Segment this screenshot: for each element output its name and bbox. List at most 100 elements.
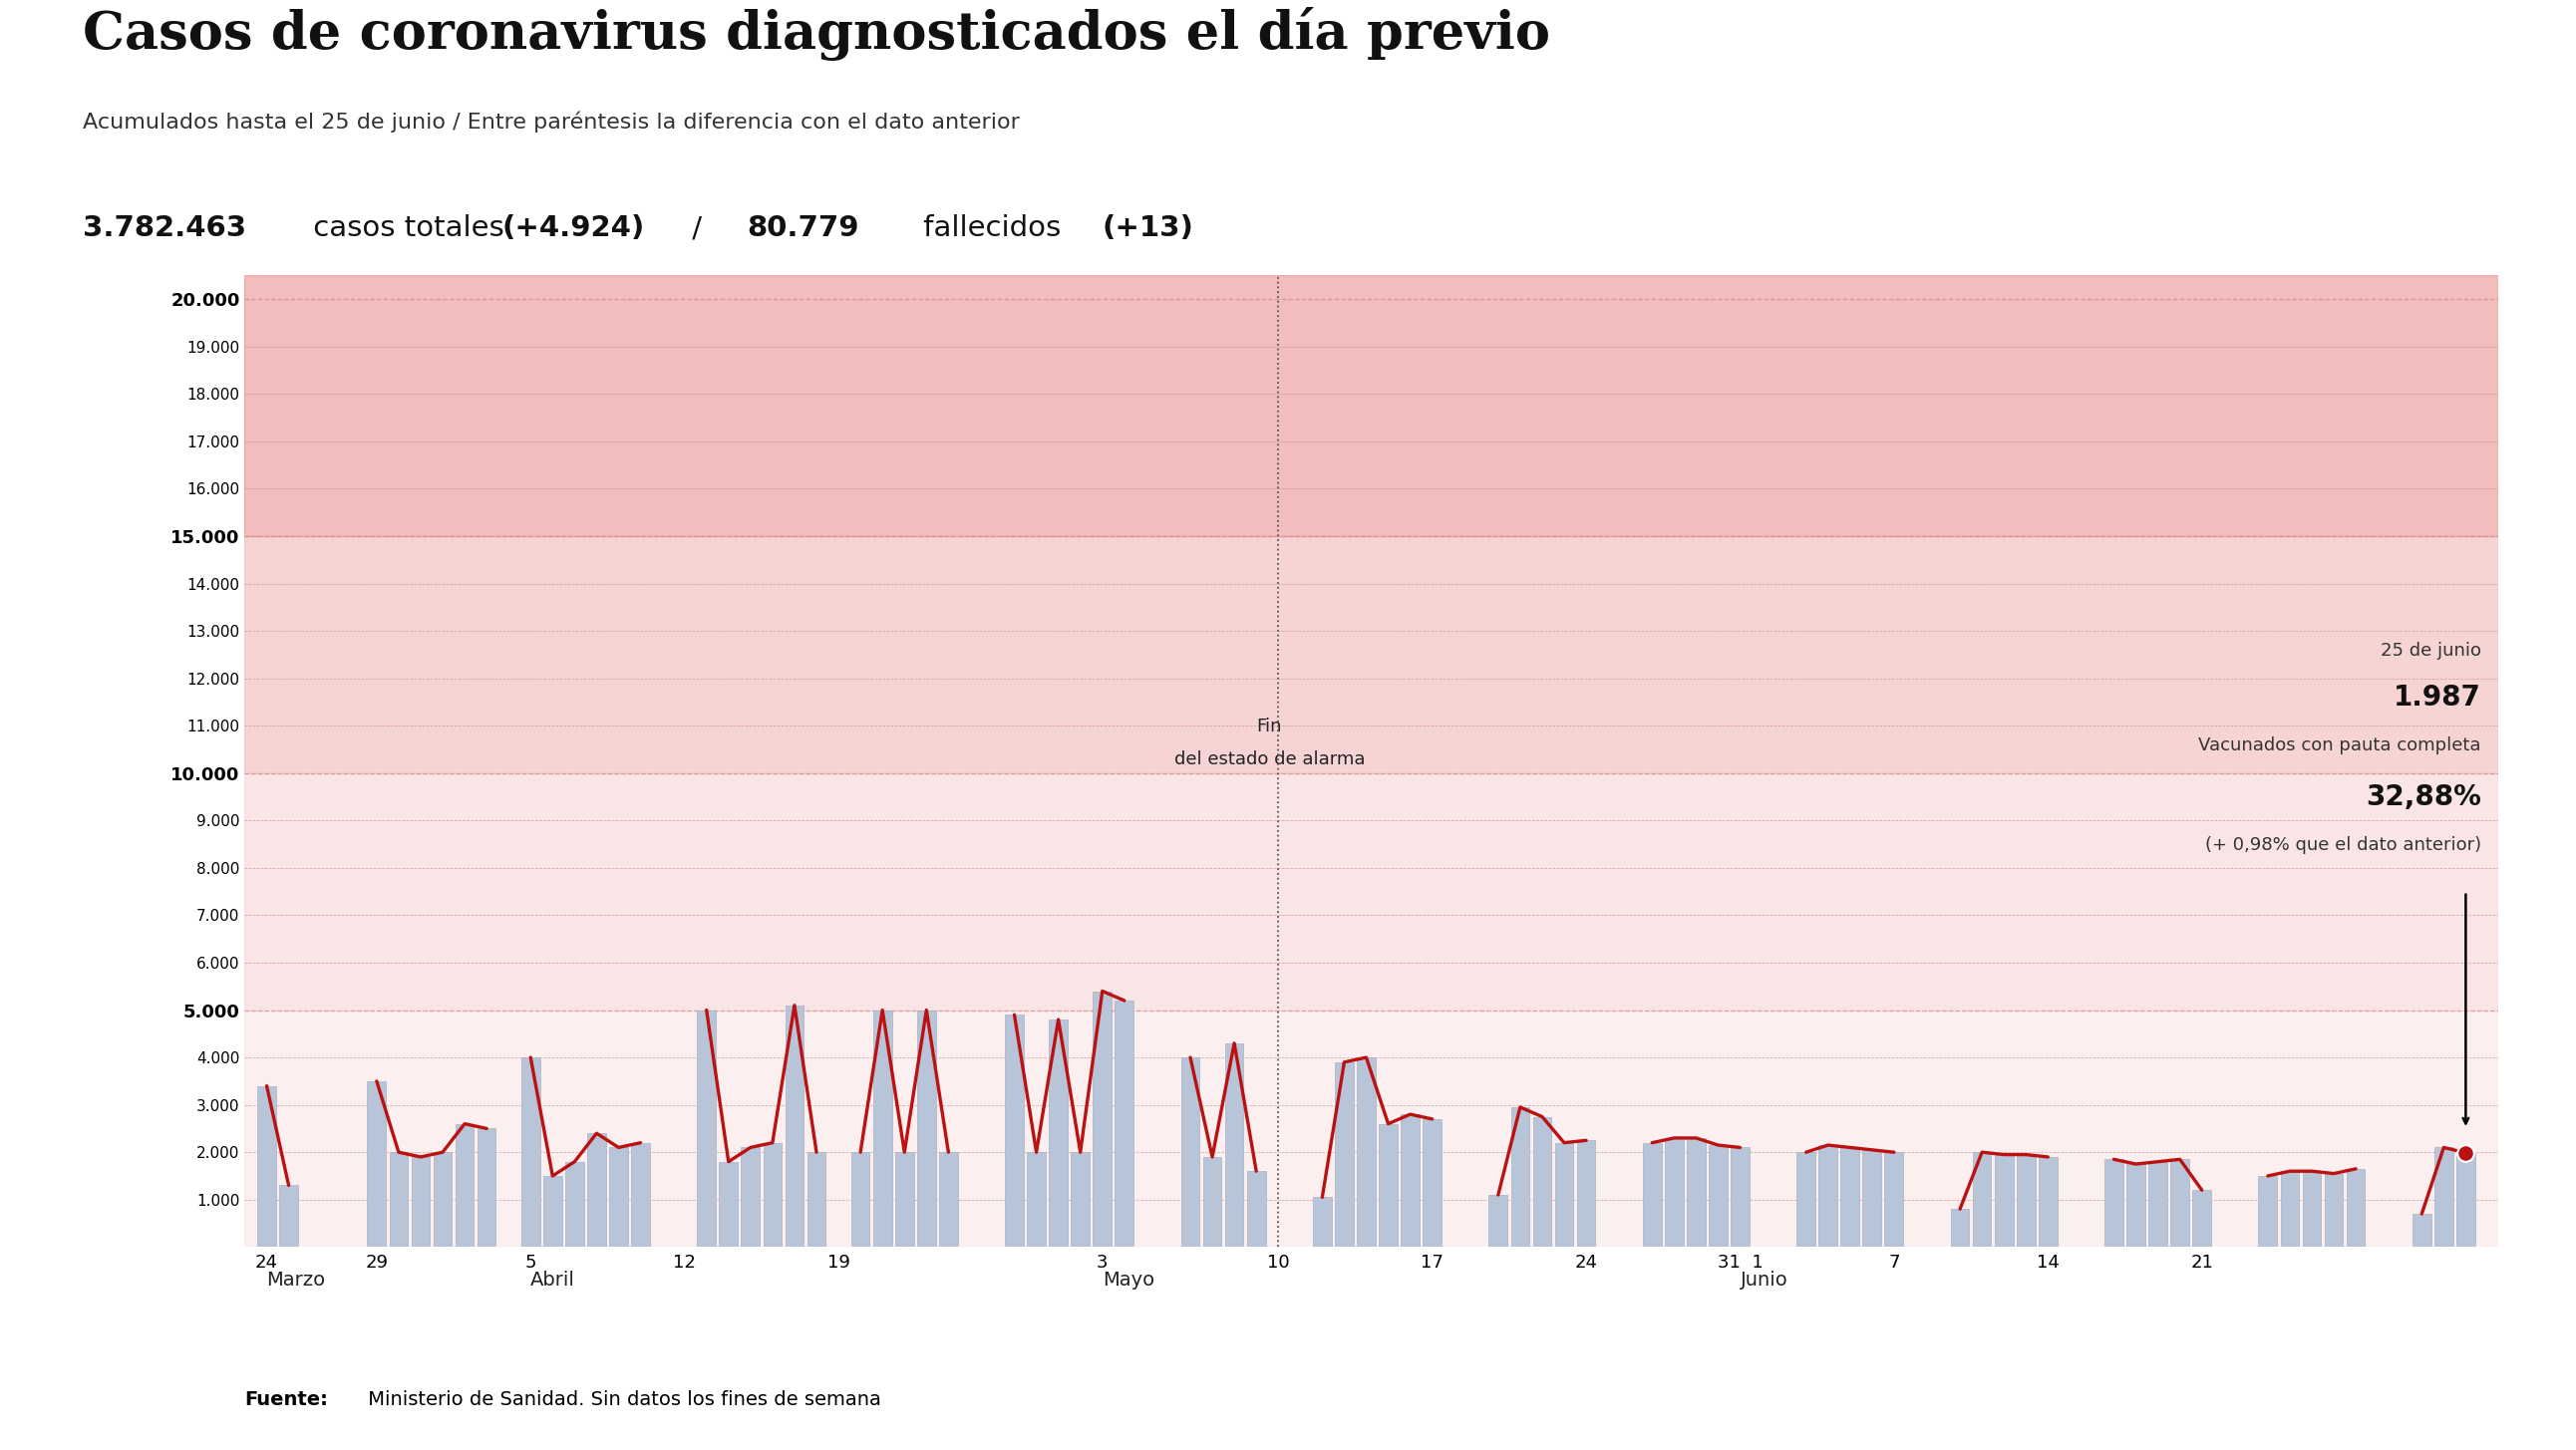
Bar (258, 1086, 276, 1247)
Bar (1489, 1195, 1507, 1247)
Bar (1795, 1153, 1816, 1247)
Bar (1226, 1043, 1244, 1247)
Bar (1247, 1172, 1265, 1247)
Bar (477, 1128, 497, 1247)
Bar (412, 1157, 430, 1247)
Bar (762, 1143, 783, 1247)
Bar (1092, 992, 1113, 1247)
Bar (1005, 1015, 1023, 1247)
Bar (608, 1147, 629, 1247)
Bar (1422, 1119, 1443, 1247)
Text: 25 de junio: 25 de junio (2380, 641, 2481, 660)
Bar (2434, 1147, 2452, 1247)
Text: 80.779: 80.779 (747, 215, 860, 242)
Bar (1203, 1157, 1221, 1247)
Text: Mayo: Mayo (1103, 1270, 1154, 1289)
Bar (1664, 1138, 1685, 1247)
Bar (544, 1176, 562, 1247)
Text: Casos de coronavirus diagnosticados el día previo: Casos de coronavirus diagnosticados el d… (82, 7, 1551, 61)
Bar (245, 773, 2499, 1011)
Text: 3.782.463: 3.782.463 (82, 215, 247, 242)
Bar (873, 1011, 891, 1247)
Bar (2017, 1154, 2035, 1247)
Bar (631, 1143, 649, 1247)
Bar (2259, 1176, 2277, 1247)
Bar (786, 1005, 804, 1247)
Text: (+13): (+13) (1103, 215, 1195, 242)
Bar (456, 1124, 474, 1247)
Bar (245, 536, 2499, 773)
Bar (2280, 1172, 2300, 1247)
Bar (894, 1153, 914, 1247)
Bar (1708, 1146, 1728, 1247)
Bar (719, 1161, 737, 1247)
Bar (1048, 1019, 1066, 1247)
Bar (1643, 1143, 1662, 1247)
Bar (389, 1153, 407, 1247)
Bar (1533, 1117, 1551, 1247)
Bar (564, 1161, 585, 1247)
Bar (1378, 1124, 1399, 1247)
Text: casos totales: casos totales (304, 215, 513, 242)
Bar (1577, 1140, 1595, 1247)
Bar (698, 1011, 716, 1247)
Bar (1072, 1153, 1090, 1247)
Bar (2324, 1173, 2344, 1247)
Bar (1401, 1114, 1419, 1247)
Bar (940, 1153, 958, 1247)
Bar (1358, 1057, 1376, 1247)
Text: Junio: Junio (1739, 1270, 1788, 1289)
Bar (1115, 1000, 1133, 1247)
Text: 1.987: 1.987 (2393, 683, 2481, 712)
Bar (520, 1057, 541, 1247)
Bar (433, 1153, 451, 1247)
Bar (806, 1153, 827, 1247)
Text: Fin: Fin (1257, 718, 1283, 735)
Bar (1842, 1147, 1860, 1247)
Text: Ministerio de Sanidad. Sin datos los fines de semana: Ministerio de Sanidad. Sin datos los fin… (361, 1389, 881, 1409)
Bar (368, 1082, 386, 1247)
Text: 32,88%: 32,88% (2365, 783, 2481, 811)
Bar (1314, 1198, 1332, 1247)
Bar (2411, 1214, 2432, 1247)
Bar (1973, 1153, 1991, 1247)
Bar (2128, 1164, 2146, 1247)
Bar (850, 1153, 871, 1247)
Bar (2458, 1153, 2476, 1247)
Bar (2303, 1172, 2321, 1247)
Bar (2105, 1160, 2123, 1247)
Bar (1886, 1153, 1904, 1247)
Bar (1819, 1146, 1837, 1247)
Text: Vacunados con pauta completa: Vacunados con pauta completa (2197, 737, 2481, 754)
Bar (2192, 1190, 2210, 1247)
Bar (1687, 1138, 1705, 1247)
Text: (+4.924): (+4.924) (502, 215, 644, 242)
Text: fallecidos: fallecidos (914, 215, 1072, 242)
Bar (917, 1011, 935, 1247)
Bar (2148, 1161, 2166, 1247)
Bar (1556, 1143, 1574, 1247)
Bar (1950, 1209, 1968, 1247)
Text: (+ 0,98% que el dato anterior): (+ 0,98% que el dato anterior) (2205, 835, 2481, 854)
Text: Abril: Abril (531, 1270, 574, 1289)
Text: Acumulados hasta el 25 de junio / Entre paréntesis la diferencia con el dato ant: Acumulados hasta el 25 de junio / Entre … (82, 112, 1020, 132)
Bar (1862, 1150, 1880, 1247)
Bar (1994, 1154, 2014, 1247)
Text: Marzo: Marzo (268, 1270, 325, 1289)
Bar (1731, 1147, 1749, 1247)
Bar (2347, 1169, 2365, 1247)
Bar (587, 1134, 605, 1247)
Bar (2038, 1157, 2058, 1247)
Bar (245, 1011, 2499, 1247)
Bar (245, 276, 2499, 536)
Bar (1510, 1108, 1530, 1247)
Bar (1180, 1057, 1200, 1247)
Bar (742, 1147, 760, 1247)
Text: del estado de alarma: del estado de alarma (1175, 751, 1365, 769)
Bar (1334, 1063, 1352, 1247)
Bar (1028, 1153, 1046, 1247)
Text: Fuente:: Fuente: (245, 1389, 327, 1409)
Bar (278, 1186, 299, 1247)
Bar (2172, 1160, 2190, 1247)
Text: /: / (683, 215, 711, 242)
